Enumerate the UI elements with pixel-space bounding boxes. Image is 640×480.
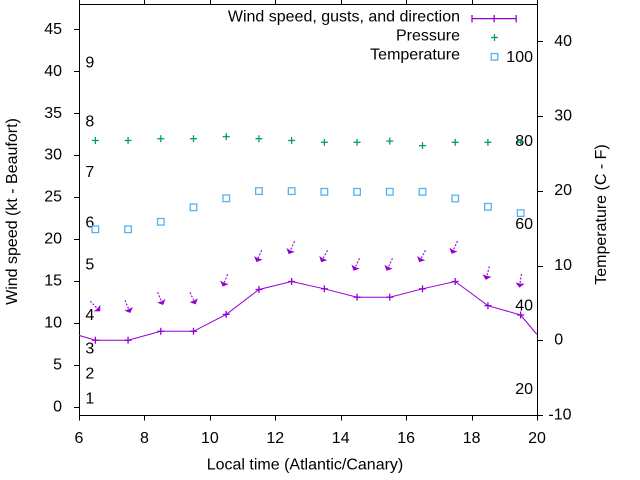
svg-text:10: 10	[554, 257, 572, 274]
svg-text:Wind speed, gusts, and directi: Wind speed, gusts, and direction	[228, 9, 460, 26]
svg-text:40: 40	[44, 63, 62, 80]
svg-text:20: 20	[44, 231, 62, 248]
svg-text:15: 15	[44, 273, 62, 290]
svg-text:Temperature: Temperature	[370, 47, 460, 64]
svg-text:3: 3	[85, 340, 94, 357]
svg-text:20: 20	[554, 182, 572, 199]
svg-text:5: 5	[53, 357, 62, 374]
svg-text:6: 6	[75, 430, 84, 447]
svg-text:10: 10	[201, 430, 219, 447]
svg-text:16: 16	[397, 430, 415, 447]
svg-text:8: 8	[140, 430, 149, 447]
svg-text:8: 8	[85, 114, 94, 131]
svg-text:20: 20	[515, 381, 533, 398]
svg-text:30: 30	[554, 108, 572, 125]
svg-text:7: 7	[85, 164, 94, 181]
svg-text:45: 45	[44, 21, 62, 38]
svg-text:2: 2	[85, 366, 94, 383]
svg-text:5: 5	[85, 257, 94, 274]
svg-text:Wind speed (kt - Beaufort): Wind speed (kt - Beaufort)	[4, 118, 21, 305]
svg-text:1: 1	[85, 391, 94, 408]
svg-text:18: 18	[463, 430, 481, 447]
svg-text:Local time (Atlantic/Canary): Local time (Atlantic/Canary)	[207, 456, 404, 473]
svg-text:0: 0	[554, 332, 563, 349]
svg-text:Pressure: Pressure	[396, 28, 460, 45]
svg-text:0: 0	[53, 398, 62, 415]
svg-text:40: 40	[515, 298, 533, 315]
svg-text:10: 10	[44, 315, 62, 332]
svg-text:35: 35	[44, 105, 62, 122]
svg-text:-10: -10	[548, 406, 571, 423]
svg-text:20: 20	[528, 430, 546, 447]
svg-text:25: 25	[44, 189, 62, 206]
svg-text:100: 100	[506, 49, 533, 66]
svg-text:6: 6	[85, 215, 94, 232]
svg-text:60: 60	[515, 216, 533, 233]
svg-text:80: 80	[515, 133, 533, 150]
svg-text:14: 14	[332, 430, 350, 447]
svg-text:30: 30	[44, 147, 62, 164]
svg-text:Temperature (C - F): Temperature (C - F)	[593, 144, 610, 284]
svg-text:40: 40	[554, 33, 572, 50]
svg-text:12: 12	[266, 430, 284, 447]
svg-text:4: 4	[85, 307, 94, 324]
svg-text:9: 9	[85, 55, 94, 72]
